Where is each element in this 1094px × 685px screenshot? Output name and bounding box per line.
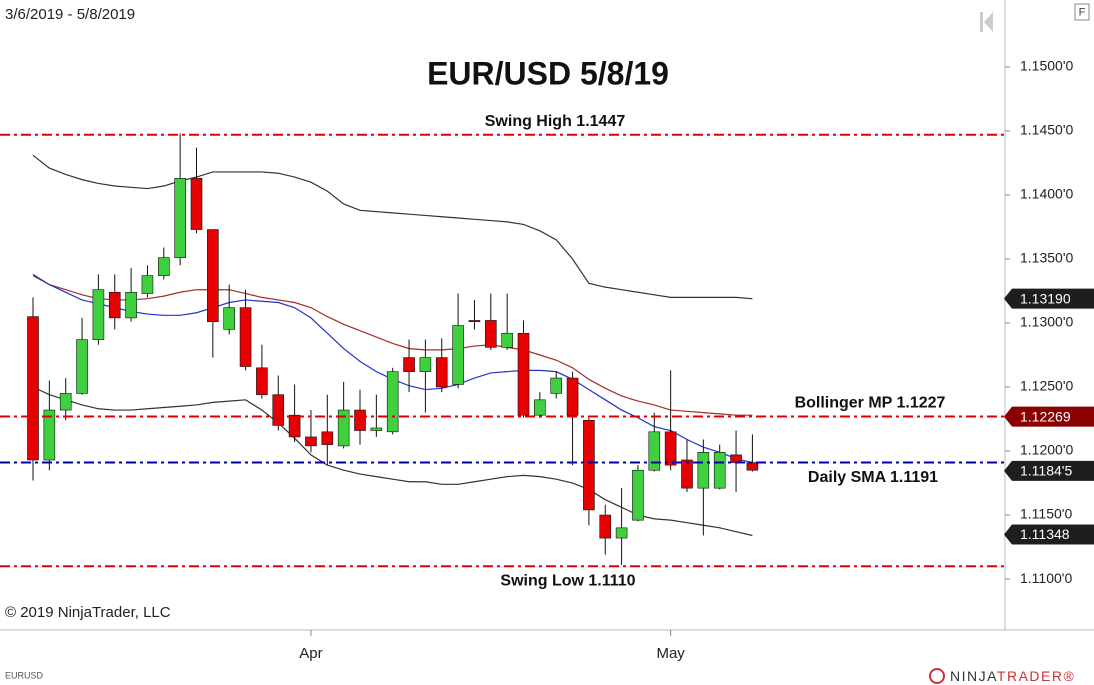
candle-body (108, 291, 121, 319)
candle-body (681, 459, 693, 489)
candle-body (419, 357, 432, 372)
icon-part (984, 12, 993, 32)
candle-body (746, 462, 759, 471)
y-tick-label: 1.1100'0 (1020, 570, 1072, 586)
brand-b: TRADER® (997, 668, 1075, 684)
y-tick-label: 1.1400'0 (1020, 186, 1073, 202)
symbol: EURUSD (5, 670, 44, 680)
reference-label: Swing Low 1.1110 (500, 572, 635, 589)
date-range: 3/6/2019 - 5/8/2019 (5, 6, 135, 23)
x-tick-label: May (656, 645, 685, 662)
candle-body (713, 452, 726, 489)
y-tick-label: 1.1450'0 (1020, 122, 1073, 138)
price-marker (1004, 288, 1094, 309)
price-marker-label: 1.1184'5 (1020, 463, 1072, 479)
candle-body (337, 409, 350, 447)
candle-body (174, 178, 186, 259)
y-tick-label: 1.1500'0 (1020, 58, 1073, 74)
candle-body (43, 409, 56, 461)
y-tick-label: 1.1150'0 (1020, 506, 1072, 522)
reference-label: Bollinger MP 1.1227 (795, 395, 946, 412)
candle-body (730, 454, 742, 463)
candle-body (534, 399, 546, 416)
copyright: © 2019 NinjaTrader, LLC (5, 604, 171, 621)
candle-body (272, 394, 285, 426)
candle-body (190, 178, 203, 230)
candle-body (59, 393, 72, 411)
candle-body (256, 367, 268, 395)
candle-body (648, 431, 661, 471)
candle-body (223, 307, 235, 330)
y-tick-label: 1.1250'0 (1020, 378, 1073, 394)
candle-body (583, 419, 595, 511)
candle-body (435, 357, 448, 388)
candle-body (664, 431, 677, 466)
y-tick-label: 1.1300'0 (1020, 314, 1073, 330)
indicator-line (32, 275, 753, 416)
y-tick-label: 1.1200'0 (1020, 442, 1073, 458)
candle-body (92, 289, 105, 340)
candle-body (207, 229, 219, 323)
indicator-line (32, 154, 753, 300)
candle-body (288, 414, 301, 438)
button-f[interactable] (1074, 3, 1090, 21)
candle-body (354, 409, 366, 431)
reference-label: Daily SMA 1.1191 (808, 469, 938, 486)
candle-body (158, 257, 170, 276)
candle-body (141, 275, 154, 294)
candle-body (615, 527, 628, 539)
price-marker (1004, 524, 1094, 545)
price-marker-label: 1.11348 (1020, 526, 1070, 542)
candle-body (566, 377, 579, 416)
brand-logo (929, 668, 945, 684)
candle-body (239, 307, 252, 367)
candle-body (550, 377, 563, 394)
candle-body (632, 469, 644, 521)
candle-body (452, 325, 464, 385)
chart-title: EUR/USD 5/8/19 (427, 55, 669, 91)
candle-body (484, 320, 497, 348)
icon-part (980, 12, 983, 32)
candle-body (27, 316, 39, 461)
price-marker (1004, 460, 1094, 481)
candle-body (468, 320, 481, 323)
collapse-icon[interactable] (980, 12, 993, 32)
candle-body (370, 427, 383, 431)
brand-a: NINJA (950, 668, 997, 684)
candle-body (599, 514, 612, 539)
price-marker (1004, 406, 1094, 427)
candle-body (125, 291, 137, 319)
brand: NINJATRADER® (950, 668, 1075, 684)
candle-body (697, 452, 710, 489)
candle-body (386, 371, 399, 433)
x-tick-label: Apr (299, 645, 322, 662)
candle-body (501, 332, 513, 348)
candle-body (517, 332, 530, 416)
price-marker-label: 1.13190 (1020, 290, 1071, 306)
button-f-label: F (1079, 6, 1086, 18)
candle-body (305, 436, 317, 447)
candle-body (403, 357, 415, 372)
y-tick-label: 1.1350'0 (1020, 250, 1073, 266)
price-marker-label: 1.12269 (1020, 408, 1071, 424)
candle-body (76, 339, 88, 394)
candle-body (321, 431, 334, 445)
reference-label: Swing High 1.1447 (485, 113, 626, 130)
